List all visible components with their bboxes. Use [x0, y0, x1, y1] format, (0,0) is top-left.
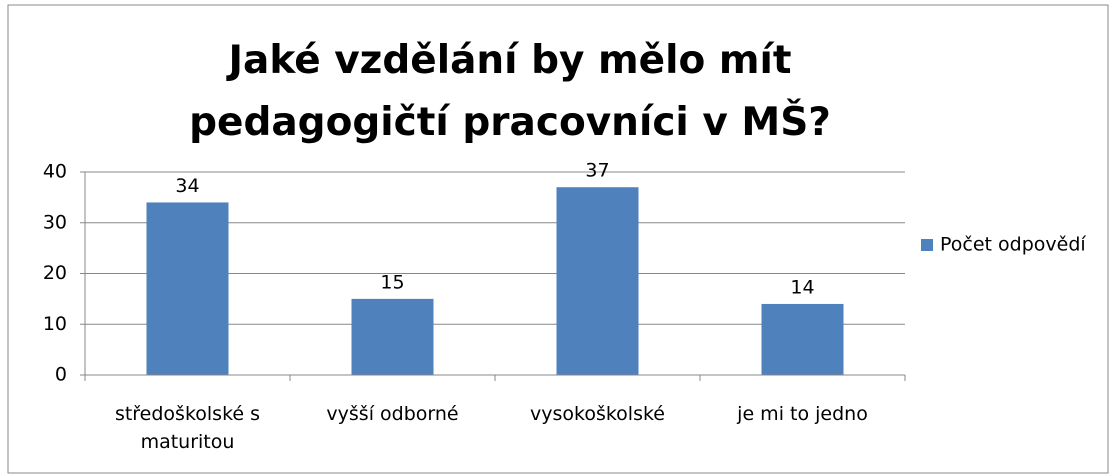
legend-swatch: [921, 239, 933, 251]
bar: [351, 298, 434, 375]
chart-border: [7, 4, 1109, 474]
x-tick-label: vyšší odborné: [326, 403, 459, 425]
y-tick-label: 20: [43, 262, 67, 284]
bar: [761, 303, 844, 375]
legend-label: Počet odpovědí: [940, 234, 1086, 256]
x-tick-label: vysokoškolské: [529, 403, 665, 425]
x-tick-label: středoškolské s maturitou: [114, 403, 261, 453]
y-tick-label: 40: [43, 161, 67, 183]
bar: [556, 187, 639, 375]
data-label: 14: [790, 276, 814, 298]
data-label: 34: [175, 175, 199, 197]
y-tick-label: 30: [43, 211, 67, 233]
y-tick-label: 0: [55, 364, 67, 386]
data-label: 15: [380, 271, 404, 293]
x-tick-label: je mi to jedno: [737, 403, 868, 425]
bar: [146, 202, 229, 375]
y-tick-label: 10: [43, 313, 67, 335]
chart-title: Jaké vzdělání by mělo mít pedagogičtí pr…: [189, 38, 831, 145]
data-label: 37: [585, 160, 609, 182]
